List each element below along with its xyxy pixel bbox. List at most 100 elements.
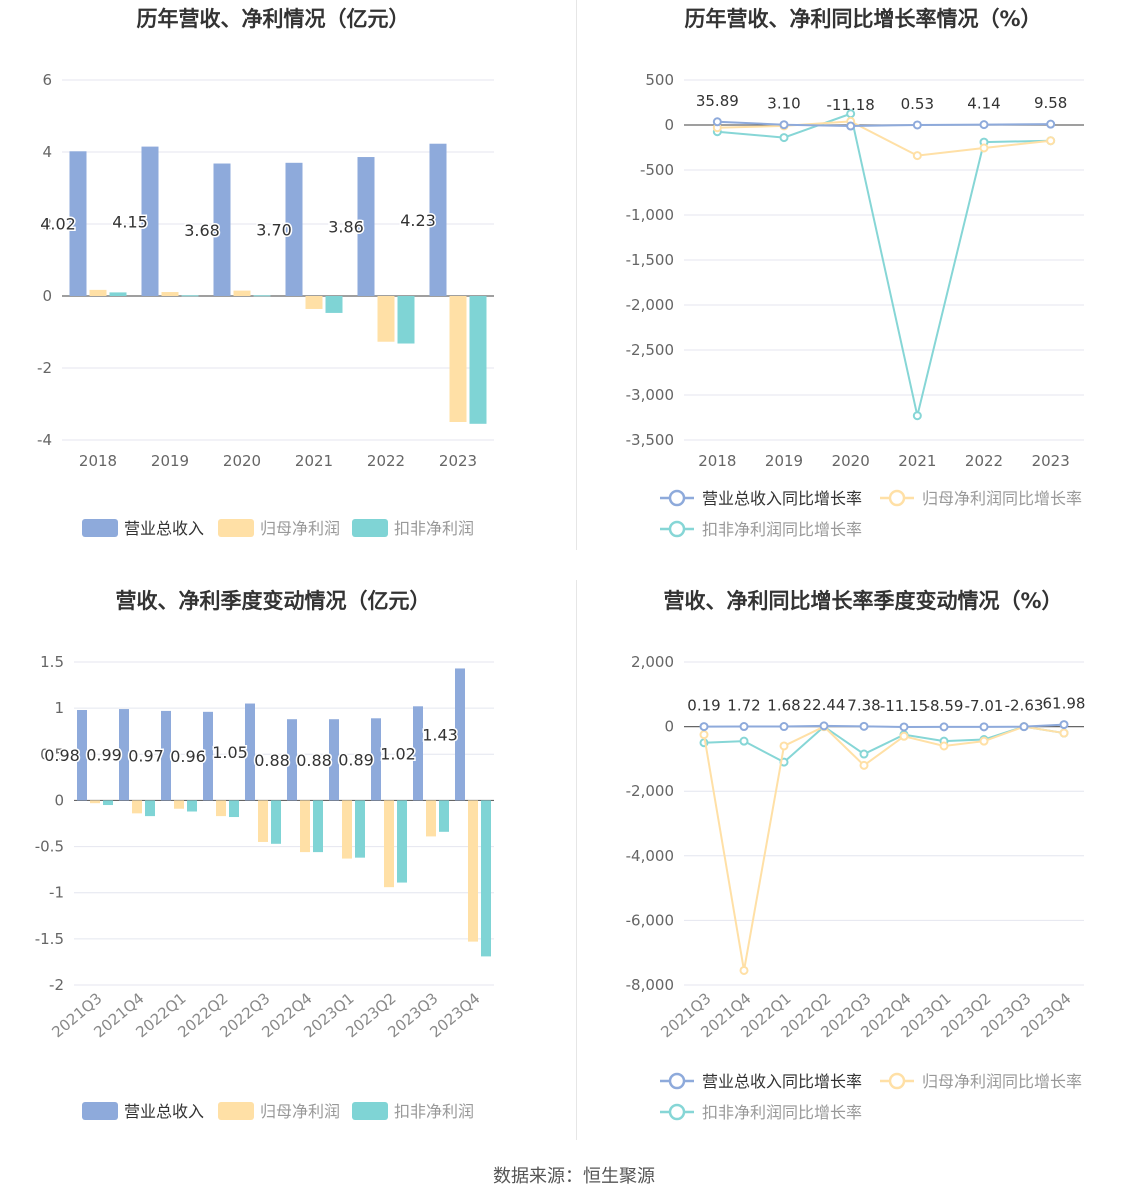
bar-net-profit: [449, 296, 467, 422]
data-label: 1.72: [727, 697, 760, 715]
legend-swatch: [352, 1102, 388, 1120]
bar-net-profit: [216, 800, 226, 817]
data-point: [939, 741, 949, 751]
x-tick-label: 2021: [898, 452, 936, 470]
vertical-divider-bottom: [576, 580, 577, 1140]
y-tick-label: -1.5: [35, 930, 64, 948]
data-label: 0.99: [86, 746, 122, 765]
bar-revenue: [455, 668, 465, 801]
data-point: [779, 133, 789, 143]
legend-marker: [888, 1072, 906, 1090]
data-point: [1046, 119, 1056, 129]
chart-title: 历年营收、净利同比增长率情况（%）: [684, 7, 1041, 31]
y-tick-label: -2,000: [626, 782, 674, 800]
bar-net-profit: [258, 800, 268, 842]
legend-swatch: [218, 1102, 254, 1120]
data-label: 0.19: [687, 697, 720, 715]
data-label: 0.88: [254, 751, 290, 770]
bar-revenue: [69, 151, 87, 296]
data-label: 4.02: [40, 215, 76, 234]
x-tick-label: 2020: [832, 452, 870, 470]
x-tick-label: 2018: [698, 452, 736, 470]
bar-net-profit: [90, 800, 100, 804]
chart-title: 营收、净利同比增长率季度变动情况（%）: [663, 589, 1062, 613]
data-point: [819, 721, 829, 731]
data-point: [899, 731, 909, 741]
legend-label: 扣非净利润同比增长率: [702, 1103, 862, 1122]
y-tick-label: -2,000: [626, 296, 674, 314]
y-tick-label: 0: [664, 718, 674, 736]
legend-label: 扣非净利润同比增长率: [702, 520, 862, 539]
bar-revenue: [285, 162, 303, 296]
data-point: [739, 736, 749, 746]
legend-label: 扣非净利润: [394, 519, 474, 538]
chart-annual-revenue-profit: 历年营收、净利情况（亿元） -4 -2 0 2 4 6 2018 2019 2020 2021 202…: [0, 0, 578, 560]
x-tick-label: 2022: [367, 452, 405, 470]
bar-revenue: [413, 706, 423, 801]
bar-net-profit: [468, 800, 478, 942]
data-point: [939, 722, 949, 732]
data-point: [779, 722, 789, 732]
data-label: 3.10: [767, 95, 800, 113]
x-tick-label: 2019: [151, 452, 189, 470]
bar-deducted-profit: [253, 295, 271, 297]
x-tick-label: 2022: [965, 452, 1003, 470]
y-tick-label: 0: [42, 287, 52, 305]
x-tick-label: 2021: [295, 452, 333, 470]
data-point: [859, 721, 869, 731]
data-point: [912, 120, 922, 130]
y-tick-label: -2: [37, 359, 52, 377]
y-tick-label: -8,000: [626, 976, 674, 994]
series-line-revenue-growth: [717, 120, 1051, 128]
data-label: 35.89: [696, 92, 739, 110]
bar-revenue: [245, 703, 255, 801]
legend-swatch: [82, 519, 118, 537]
y-tick-label: -1,500: [626, 251, 674, 269]
data-label: 3.68: [184, 221, 220, 240]
data-point: [979, 722, 989, 732]
data-point: [712, 117, 722, 127]
bar-revenue: [203, 711, 213, 801]
data-point: [899, 722, 909, 732]
bar-deducted-profit: [145, 800, 155, 817]
y-tick-label: 1.5: [40, 653, 64, 671]
bar-deducted-profit: [229, 800, 239, 818]
data-point: [846, 121, 856, 131]
vertical-divider-top: [576, 0, 577, 550]
bar-net-profit: [89, 289, 107, 296]
data-label: 0.96: [170, 747, 206, 766]
bar-net-profit: [377, 296, 395, 342]
bar-deducted-profit: [397, 296, 415, 344]
legend-label: 营业总收入: [124, 519, 204, 538]
legend-marker: [668, 1103, 686, 1121]
data-point: [859, 749, 869, 759]
data-label: 4.14: [967, 95, 1000, 113]
chart-title: 营收、净利季度变动情况（亿元）: [116, 589, 431, 613]
legend-marker: [668, 489, 686, 507]
bar-net-profit: [132, 800, 142, 814]
y-tick-label: 0.5: [40, 745, 64, 763]
bar-deducted-profit: [439, 800, 449, 832]
bar-deducted-profit: [313, 800, 323, 853]
series-line-net-profit-growth: [717, 120, 1051, 157]
legend-marker: [668, 520, 686, 538]
data-label: 0.88: [296, 751, 332, 770]
y-tick-label: -3,500: [626, 431, 674, 449]
bar-deducted-profit: [187, 800, 197, 812]
y-tick-label: 1: [54, 699, 64, 717]
data-label: 61.98: [1043, 695, 1086, 713]
data-label: 1.05: [212, 743, 248, 762]
legend-label: 营业总收入同比增长率: [702, 1072, 862, 1091]
bar-net-profit: [233, 290, 251, 296]
bar-revenue: [429, 143, 447, 296]
data-point: [859, 760, 869, 770]
y-tick-label: -6,000: [626, 911, 674, 929]
data-point: [1019, 722, 1029, 732]
data-source-note: 数据来源：恒生聚源: [493, 1166, 655, 1187]
y-tick-label: 0: [664, 116, 674, 134]
bar-net-profit: [174, 800, 184, 809]
data-label: -2.63: [1005, 697, 1044, 715]
data-point: [1059, 720, 1069, 730]
bar-deducted-profit: [397, 800, 407, 883]
data-point: [912, 411, 922, 421]
